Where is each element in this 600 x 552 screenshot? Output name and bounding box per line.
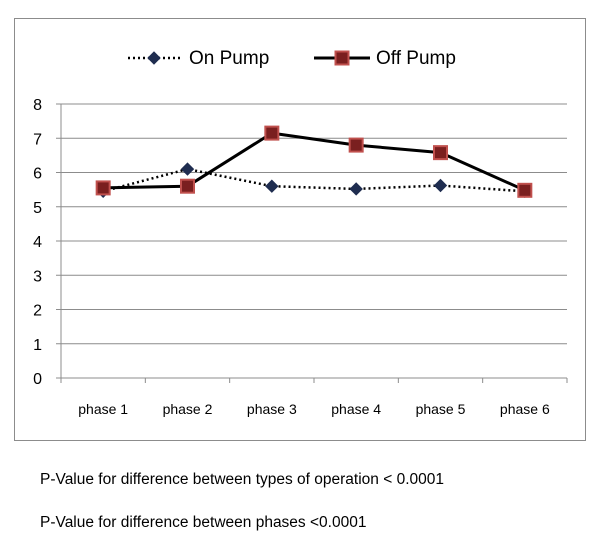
x-tick-labels: phase 1 phase 2 phase 3 phase 4 phase 5 phase… [78,401,550,417]
ytick-label-2: 2 [33,303,42,320]
ytick-label-5: 5 [33,200,42,217]
ytick-label-6: 6 [33,166,42,183]
point-off-pump-5 [433,145,448,161]
point-off-pump-6 [517,182,533,198]
ytick-label-7: 7 [33,131,42,148]
xtick-label-3: phase 3 [247,401,297,417]
point-off-pump-3 [264,125,280,141]
legend: On Pump Off Pump [128,48,456,69]
point-off-pump-2 [180,178,195,194]
xtick-label-2: phase 2 [163,401,213,417]
point-on-pump-2 [180,162,195,176]
xtick-label-5: phase 5 [416,401,466,417]
point-on-pump-5 [433,178,448,193]
legend-label-off-pump: Off Pump [376,48,456,69]
ytick-label-1: 1 [33,337,42,354]
ytick-label-8: 8 [33,97,42,114]
xtick-label-6: phase 6 [500,401,550,417]
point-off-pump-1 [95,180,111,196]
series-lines [102,131,526,193]
operation-pvalue-note: P-Value for difference between types of … [40,471,444,488]
legend-marker-off-pump [334,50,350,66]
series-line-off-pump [103,131,526,192]
point-off-pump-4 [348,137,364,153]
ytick-label-3: 3 [33,268,42,285]
point-on-pump-4 [349,182,363,196]
y-gridlines [61,103,567,345]
phases-pvalue-note: P-Value for difference between phases <0… [40,514,367,531]
legend-label-on-pump: On Pump [189,48,269,69]
ytick-label-0: 0 [33,371,42,388]
chart-frame [14,18,586,441]
legend-marker-on-pump [147,51,161,65]
series-markers [95,125,533,199]
axes [56,103,568,383]
point-on-pump-3 [265,179,279,193]
ytick-label-4: 4 [33,234,42,251]
xtick-label-1: phase 1 [78,401,128,417]
y-tick-labels: 0 1 2 3 4 5 6 7 8 [33,97,42,388]
xtick-label-4: phase 4 [331,401,381,417]
series-line-on-pump [102,167,525,193]
